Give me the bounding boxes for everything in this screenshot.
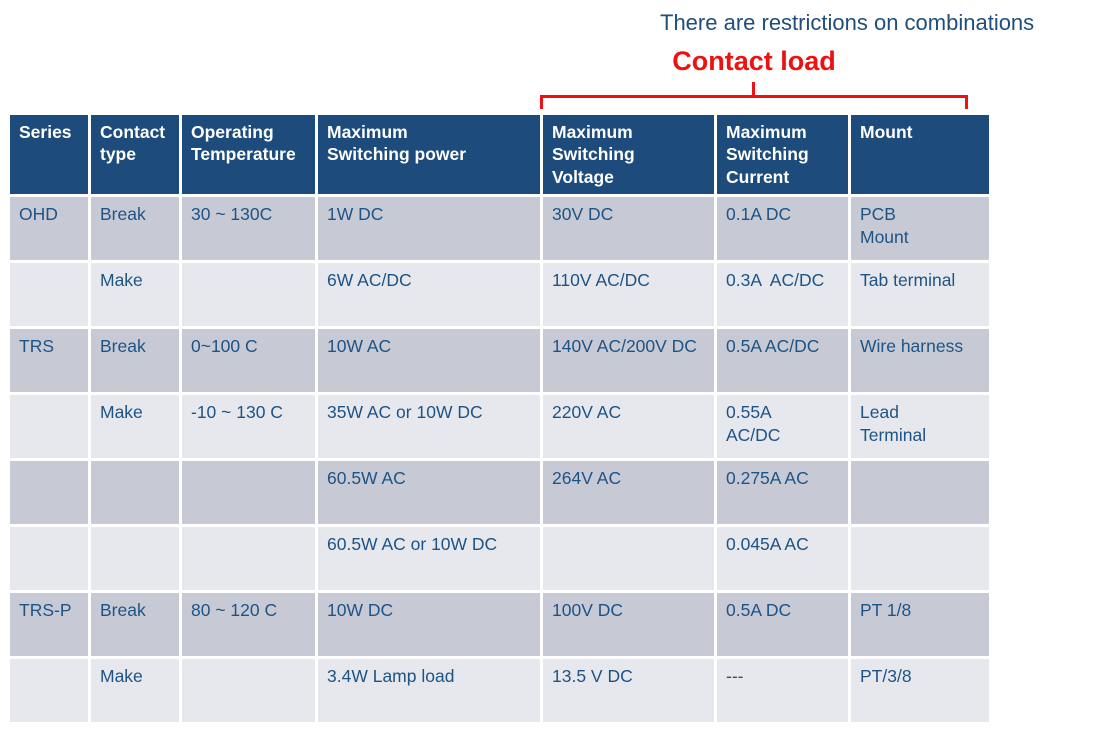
table-cell: Make bbox=[91, 263, 179, 327]
column-header-series: Series bbox=[10, 115, 88, 195]
table-cell bbox=[182, 659, 315, 723]
restrictions-note: There are restrictions on combinations bbox=[660, 10, 1035, 35]
table-row: 60.5W AC or 10W DC 0.045A AC bbox=[10, 527, 989, 591]
table-row: Make 3.4W Lamp load 13.5 V DC --- PT/3/8 bbox=[10, 659, 989, 723]
table-cell bbox=[91, 461, 179, 525]
table-cell: 140V AC/200V DC bbox=[543, 329, 714, 393]
table-cell: 110V AC/DC bbox=[543, 263, 714, 327]
table-row: TRS Break 0~100 C 10W AC 140V AC/200V DC 0.5A… bbox=[10, 329, 989, 393]
table-cell: 80 ~ 120 C bbox=[182, 593, 315, 657]
table-cell: 35W AC or 10W DC bbox=[318, 395, 540, 459]
table-row: Make -10 ~ 130 C 35W AC or 10W DC 220V AC 0.… bbox=[10, 395, 989, 459]
table-cell: Break bbox=[91, 329, 179, 393]
table-cell: --- bbox=[717, 659, 848, 723]
table-cell: 30V DC bbox=[543, 197, 714, 261]
table-row: Make 6W AC/DC 110V AC/DC 0.3A AC/DC Tab term… bbox=[10, 263, 989, 327]
table-cell bbox=[10, 263, 88, 327]
table-cell bbox=[10, 395, 88, 459]
table-cell: PT/3/8 bbox=[851, 659, 989, 723]
table-cell: TRS bbox=[10, 329, 88, 393]
table-cell bbox=[182, 461, 315, 525]
column-header-mount: Mount bbox=[851, 115, 989, 195]
column-header-maximum-switching-power: Maximum Switching power bbox=[318, 115, 540, 195]
table-cell bbox=[182, 527, 315, 591]
table-cell: 13.5 V DC bbox=[543, 659, 714, 723]
column-header-operating-temperature: Operating Temperature bbox=[182, 115, 315, 195]
bracket-right-tick bbox=[965, 95, 968, 109]
table-cell bbox=[851, 461, 989, 525]
table-cell: 0.1A DC bbox=[717, 197, 848, 261]
table-cell: 60.5W AC or 10W DC bbox=[318, 527, 540, 591]
table-cell bbox=[543, 527, 714, 591]
table-cell: 6W AC/DC bbox=[318, 263, 540, 327]
table-cell: Wire harness bbox=[851, 329, 989, 393]
table-row: OHD Break 30 ~ 130C 1W DC 30V DC 0.1A DC PCB M… bbox=[10, 197, 989, 261]
table-cell bbox=[182, 263, 315, 327]
table-cell bbox=[851, 527, 989, 591]
header-row: Series Contact type Operating Temperature M… bbox=[10, 115, 989, 195]
table-cell bbox=[10, 527, 88, 591]
table-cell: OHD bbox=[10, 197, 88, 261]
table-cell: 0.045A AC bbox=[717, 527, 848, 591]
table-cell: 1W DC bbox=[318, 197, 540, 261]
table-cell bbox=[10, 461, 88, 525]
bracket-left-tick bbox=[540, 95, 543, 109]
table-cell: 0~100 C bbox=[182, 329, 315, 393]
table-cell: 0.5A DC bbox=[717, 593, 848, 657]
table-cell: 100V DC bbox=[543, 593, 714, 657]
table-cell: 0.275A AC bbox=[717, 461, 848, 525]
table-cell: 0.5A AC/DC bbox=[717, 329, 848, 393]
table-cell: Make bbox=[91, 659, 179, 723]
table-cell: Tab terminal bbox=[851, 263, 989, 327]
table-cell: PT 1/8 bbox=[851, 593, 989, 657]
table-row: TRS-P Break 80 ~ 120 C 10W DC 100V DC 0.5A DC… bbox=[10, 593, 989, 657]
table-cell: PCB Mount bbox=[851, 197, 989, 261]
table-cell bbox=[91, 527, 179, 591]
table-cell: 0.55A AC/DC bbox=[717, 395, 848, 459]
contact-load-label: Contact load bbox=[672, 46, 836, 76]
table-cell: Lead Terminal bbox=[851, 395, 989, 459]
table-cell: Break bbox=[91, 197, 179, 261]
column-header-contact-type: Contact type bbox=[91, 115, 179, 195]
table-cell: 60.5W AC bbox=[318, 461, 540, 525]
spec-table: Series Contact type Operating Temperature M… bbox=[7, 112, 992, 725]
table-cell: TRS-P bbox=[10, 593, 88, 657]
table-cell: 30 ~ 130C bbox=[182, 197, 315, 261]
table-cell: 3.4W Lamp load bbox=[318, 659, 540, 723]
bracket-center-tick bbox=[752, 82, 755, 96]
bracket-horizontal-line bbox=[540, 95, 968, 98]
table-row: 60.5W AC 264V AC 0.275A AC bbox=[10, 461, 989, 525]
table-cell: 10W DC bbox=[318, 593, 540, 657]
table-cell bbox=[10, 659, 88, 723]
table-cell: 0.3A AC/DC bbox=[717, 263, 848, 327]
table-cell: 220V AC bbox=[543, 395, 714, 459]
column-header-maximum-switching-voltage: Maximum Switching Voltage bbox=[543, 115, 714, 195]
table-cell: Make bbox=[91, 395, 179, 459]
table-cell: -10 ~ 130 C bbox=[182, 395, 315, 459]
column-header-maximum-switching-current: Maximum Switching Current bbox=[717, 115, 848, 195]
table-cell: 264V AC bbox=[543, 461, 714, 525]
table-cell: Break bbox=[91, 593, 179, 657]
table-cell: 10W AC bbox=[318, 329, 540, 393]
